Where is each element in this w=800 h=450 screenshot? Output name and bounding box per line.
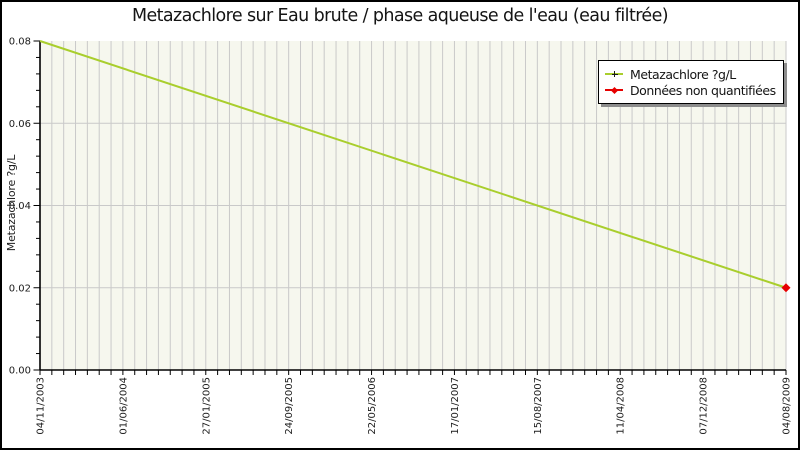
x-tick-label: 04/08/2009	[782, 377, 793, 435]
x-tick-label: 11/04/2008	[616, 377, 627, 435]
legend-item-label: Metazachlore ?g/L	[630, 66, 736, 82]
chart-title: Metazachlore sur Eau brute / phase aqueu…	[132, 6, 669, 26]
legend-item-label: Données non quantifiées	[630, 82, 776, 98]
x-tick-label: 01/06/2004	[118, 377, 129, 435]
y-tick-label: 0.00	[9, 366, 31, 377]
legend-box: Metazachlore ?g/L Données non quantifiée…	[598, 60, 784, 104]
y-tick-label: 0.06	[9, 119, 31, 130]
x-tick-label: 15/08/2007	[533, 377, 544, 435]
series-line	[39, 40, 787, 289]
x-tick-label: 04/11/2003	[36, 377, 47, 435]
series-line-marker-icon	[604, 69, 630, 80]
legend-item: Metazachlore ?g/L	[604, 66, 781, 82]
x-tick-label: 07/12/2008	[699, 377, 710, 435]
legend-item: Données non quantifiées	[604, 82, 781, 98]
x-tick-label: 24/09/2005	[284, 377, 295, 435]
y-tick-label: 0.04	[9, 201, 31, 212]
diamond-icon	[610, 86, 618, 94]
y-tick-label: 0.08	[9, 37, 31, 48]
non-quantified-marker-icon	[604, 85, 630, 96]
y-tick-label: 0.02	[9, 283, 31, 294]
x-tick-label: 27/01/2005	[201, 377, 212, 435]
plus-icon	[614, 71, 615, 77]
non-quantified-point-marker	[781, 283, 791, 293]
x-tick-label: 22/05/2006	[367, 377, 378, 435]
x-tick-label: 17/01/2007	[450, 377, 461, 435]
